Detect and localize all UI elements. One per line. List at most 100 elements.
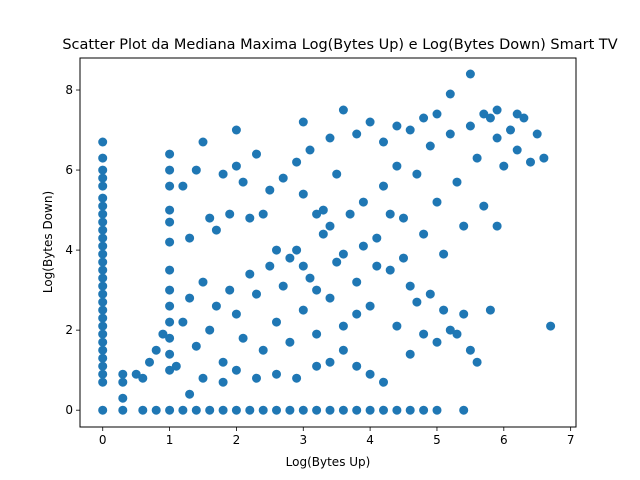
data-point: [118, 393, 128, 403]
data-point: [358, 241, 368, 251]
data-point: [465, 69, 475, 79]
data-point: [165, 349, 175, 359]
data-point: [98, 281, 108, 291]
data-point: [165, 205, 175, 215]
x-tick-label: 5: [433, 433, 441, 447]
data-point: [365, 405, 375, 415]
data-point: [165, 333, 175, 343]
data-point: [198, 373, 208, 383]
data-point: [272, 245, 281, 255]
data-point: [485, 113, 495, 123]
data-point: [98, 265, 108, 275]
data-point: [191, 165, 201, 175]
data-point: [358, 197, 368, 207]
data-point: [439, 249, 449, 259]
data-point: [385, 265, 395, 275]
data-point: [292, 245, 302, 255]
data-point: [272, 369, 281, 379]
data-point: [211, 301, 221, 311]
data-point: [352, 405, 362, 415]
x-axis-label: Log(Bytes Up): [286, 455, 371, 469]
y-tick-label: 6: [65, 163, 73, 177]
data-point: [298, 261, 308, 271]
data-point: [165, 317, 175, 327]
data-point: [218, 169, 228, 179]
data-point: [338, 345, 348, 355]
data-point: [98, 209, 108, 219]
data-point: [338, 321, 348, 331]
x-tick-label: 0: [99, 433, 107, 447]
data-point: [405, 281, 415, 291]
data-point: [98, 241, 108, 251]
data-point: [278, 173, 288, 183]
y-tick-label: 2: [65, 323, 73, 337]
data-point: [98, 137, 108, 147]
data-point: [231, 161, 241, 171]
data-point: [98, 369, 108, 379]
data-point: [492, 105, 502, 115]
data-point: [452, 329, 462, 339]
data-point: [245, 405, 255, 415]
data-point: [325, 357, 335, 367]
data-point: [472, 153, 482, 163]
data-point: [372, 261, 382, 271]
data-point: [419, 329, 429, 339]
data-point: [345, 209, 355, 219]
data-point: [225, 285, 235, 295]
data-point: [439, 305, 449, 315]
data-point: [98, 165, 108, 175]
data-point: [118, 377, 128, 387]
data-point: [445, 89, 455, 99]
x-tick-label: 1: [166, 433, 174, 447]
y-tick-label: 4: [65, 243, 73, 257]
data-point: [171, 361, 181, 371]
data-point: [151, 345, 161, 355]
data-point: [165, 265, 175, 275]
data-point: [131, 369, 141, 379]
data-point: [198, 277, 208, 287]
data-point: [165, 237, 175, 247]
data-point: [392, 121, 402, 131]
chart-title: Scatter Plot da Mediana Maxima Log(Bytes…: [62, 37, 617, 53]
data-point: [165, 285, 175, 295]
data-point: [419, 113, 429, 123]
data-point: [98, 181, 108, 191]
data-point: [465, 345, 475, 355]
data-point: [392, 161, 402, 171]
data-point: [198, 137, 208, 147]
data-point: [98, 297, 108, 307]
data-point: [405, 349, 415, 359]
data-point: [98, 217, 108, 227]
data-point: [506, 125, 515, 135]
data-point: [258, 209, 268, 219]
x-tick-label: 7: [567, 433, 575, 447]
data-point: [399, 253, 408, 263]
data-point: [318, 229, 328, 239]
data-point: [338, 249, 348, 259]
data-points: [98, 69, 556, 415]
data-point: [472, 357, 482, 367]
data-point: [218, 405, 228, 415]
data-point: [312, 209, 322, 219]
data-point: [539, 153, 549, 163]
data-point: [465, 121, 475, 131]
data-point: [405, 125, 415, 135]
x-axis-ticks: 0 1 2 3 4 5 6 7: [99, 427, 575, 447]
data-point: [512, 109, 522, 119]
data-point: [98, 225, 108, 235]
data-point: [338, 405, 348, 415]
data-point: [332, 169, 342, 179]
data-point: [98, 361, 108, 371]
data-point: [178, 181, 188, 191]
data-point: [325, 405, 335, 415]
data-point: [98, 249, 108, 259]
data-point: [385, 209, 395, 219]
data-point: [312, 405, 322, 415]
data-point: [272, 405, 281, 415]
data-point: [352, 361, 362, 371]
data-point: [499, 161, 509, 171]
data-point: [258, 345, 268, 355]
data-point: [245, 269, 255, 279]
data-point: [526, 157, 535, 167]
data-point: [98, 153, 108, 163]
